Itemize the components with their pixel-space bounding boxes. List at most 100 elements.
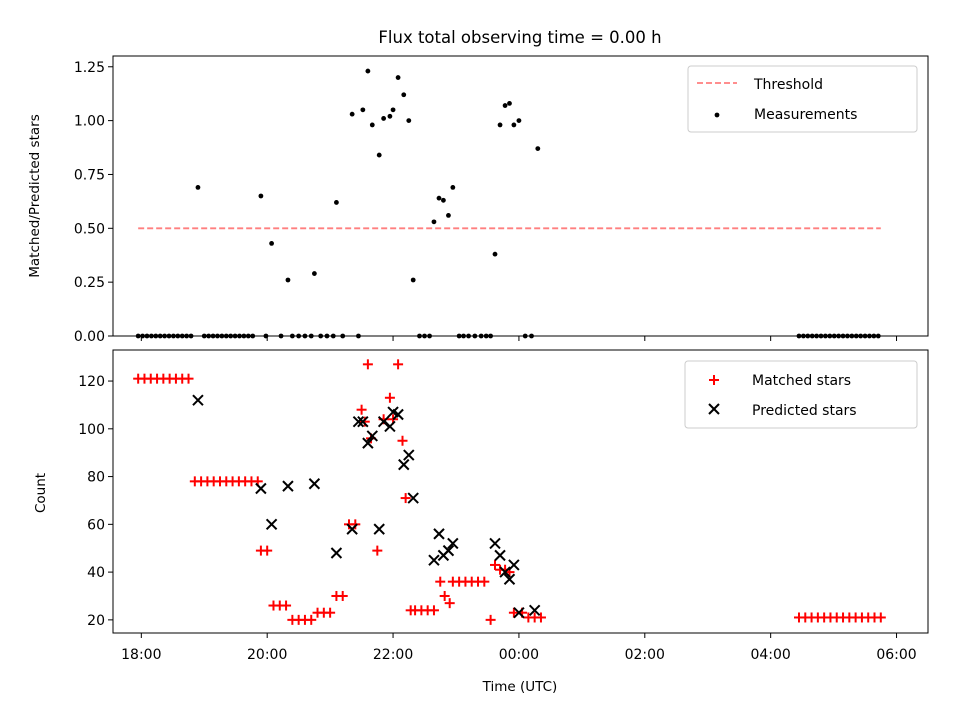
bottom-x-tick-label: 02:00 — [625, 647, 665, 663]
predicted-star-point — [494, 549, 506, 562]
bottom-y-tick-label: 20 — [87, 613, 105, 629]
measurement-point — [436, 195, 442, 201]
measurement-point — [446, 212, 451, 218]
predicted-star-stroke-b — [308, 478, 321, 490]
measurement-point — [390, 107, 396, 113]
predicted-star-stroke-b — [357, 415, 369, 428]
matched-star-point — [306, 614, 317, 625]
legend-predicted-label: Predicted stars — [752, 403, 857, 419]
bottom-legend-box — [684, 360, 918, 429]
predicted-star-stroke-b — [433, 528, 445, 540]
measurement-point — [410, 277, 416, 283]
measurement-point — [507, 100, 512, 106]
legend-predicted-marker — [708, 403, 720, 415]
predicted-star-point — [255, 482, 267, 495]
predicted-star-point — [398, 458, 410, 471]
measurement-point — [369, 122, 375, 128]
measurement-point — [376, 152, 382, 158]
measurement-point — [450, 184, 456, 190]
measurement-point — [502, 103, 508, 108]
measurement-point — [431, 219, 437, 225]
matched-star-point — [384, 392, 395, 403]
predicted-star-stroke-b — [192, 394, 204, 406]
predicted-star-point — [392, 408, 404, 421]
bottom-x-tick-label: 06:00 — [876, 647, 916, 663]
predicted-star-point — [357, 415, 369, 428]
measurement-point — [349, 111, 355, 117]
bottom-plot-area: 20 40 60 80 100 120 18:00 20:00 22:00 00:00 02:00 0… — [78, 359, 917, 663]
measurement-point — [311, 271, 317, 276]
measurement-point — [395, 75, 401, 80]
bottom-y-tick-label: 40 — [87, 565, 105, 581]
measurement-point — [516, 118, 522, 124]
predicted-star-stroke-b — [494, 549, 506, 562]
predicted-star-stroke-b — [330, 547, 343, 559]
matched-star-point — [435, 576, 446, 587]
predicted-star-stroke-b — [499, 566, 511, 578]
predicted-star-stroke-b — [489, 537, 501, 550]
predicted-star-stroke-b — [377, 415, 390, 428]
top-axes-frame — [112, 55, 929, 337]
measurement-point — [497, 122, 503, 128]
predicted-star-point — [499, 566, 511, 578]
matched-star-point — [444, 598, 455, 609]
measurement-point — [387, 113, 393, 119]
legend-matched-label: Matched stars — [752, 373, 851, 389]
legend-measurements-label: Measurements — [754, 107, 857, 123]
legend-measurements-marker — [714, 112, 720, 118]
predicted-star-stroke-b — [255, 482, 267, 495]
predicted-star-point — [308, 478, 321, 490]
predicted-star-point — [508, 559, 520, 571]
x-axis-label: Time (UTC) — [482, 679, 558, 695]
measurement-point — [535, 146, 541, 152]
predicted-star-stroke-b — [447, 537, 459, 550]
measurement-point — [334, 200, 339, 205]
predicted-star-point — [373, 523, 385, 535]
bottom-axes-frame — [112, 349, 929, 634]
top-y-axis-label: Matched/Predicted stars — [27, 114, 43, 277]
predicted-star-point — [428, 554, 440, 566]
legend-matched-marker — [709, 375, 719, 385]
predicted-star-point — [442, 544, 455, 557]
measurement-point — [285, 277, 291, 283]
predicted-star-stroke-b — [384, 420, 396, 433]
bottom-legend: Matched stars Predicted stars — [684, 360, 918, 429]
matched-star-point — [359, 416, 370, 427]
measurement-point — [441, 197, 446, 203]
bottom-x-tick-label: 20:00 — [247, 647, 287, 663]
predicted-star-stroke-b — [352, 415, 365, 428]
predicted-star-stroke-b — [265, 518, 278, 531]
predicted-star-point — [407, 492, 419, 504]
predicted-star-stroke-b — [407, 492, 419, 504]
matched-star-point — [485, 614, 496, 625]
predicted-star-stroke-b — [387, 406, 399, 418]
predicted-star-point — [352, 415, 365, 428]
top-y-tick-label: 1.00 — [74, 114, 105, 130]
predicted-star-point — [447, 537, 459, 550]
predicted-star-point — [192, 394, 204, 406]
legend-threshold-label: Threshold — [753, 77, 823, 93]
bottom-y-axis-label: Count — [33, 473, 49, 513]
matched-star-point — [372, 545, 383, 556]
predicted-star-point — [362, 437, 374, 449]
matched-star-point — [479, 576, 490, 587]
predicted-star-stroke-b — [392, 408, 404, 421]
predicted-star-point — [366, 430, 378, 442]
matched-star-point — [535, 612, 546, 623]
top-y-tick-label: 0.50 — [74, 221, 105, 237]
predicted-star-stroke-b — [442, 544, 455, 557]
measurement-point — [511, 122, 517, 128]
bottom-y-tick-label: 120 — [78, 374, 105, 390]
predicted-star-point — [513, 606, 525, 619]
bottom-y-tick-label: 80 — [87, 470, 105, 486]
predicted-star-point — [384, 420, 396, 433]
bottom-y-tick-label: 100 — [78, 422, 105, 438]
measurement-point — [381, 116, 387, 121]
chart-title: Flux total observing time = 0.00 h — [378, 28, 661, 47]
predicted-star-point — [282, 480, 294, 492]
predicted-star-stroke-b — [513, 606, 525, 619]
predicted-star-point — [528, 604, 541, 617]
predicted-star-point — [330, 547, 343, 559]
measurement-point — [195, 184, 201, 190]
